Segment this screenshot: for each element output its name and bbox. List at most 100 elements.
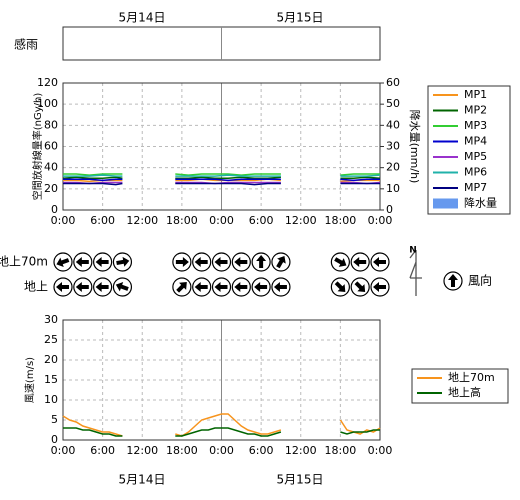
wind-arrow xyxy=(231,277,251,297)
wind-arrow xyxy=(231,252,251,272)
compass xyxy=(409,249,422,296)
y-tick-label: 80 xyxy=(44,118,58,131)
plot-frame xyxy=(62,82,381,211)
wind-arrow xyxy=(73,252,93,272)
y-tick-label: 15 xyxy=(44,373,58,386)
arrow-head xyxy=(194,257,208,267)
wind-arrow xyxy=(112,252,133,272)
x-tick-label: 0:00 xyxy=(368,444,393,457)
arrow-head xyxy=(56,282,69,292)
series-line xyxy=(62,176,381,180)
x-tick-label: 0:00 xyxy=(51,214,76,227)
y2-tick-label: 20 xyxy=(386,161,400,174)
legend-label: 降水量 xyxy=(464,196,497,210)
arrow-head xyxy=(116,256,130,267)
y2-tick-label: 40 xyxy=(386,118,400,131)
series-line xyxy=(63,182,380,186)
wind-arrow xyxy=(251,277,271,297)
x-tick-label: 12:00 xyxy=(126,444,158,457)
y-tick-label: 60 xyxy=(44,140,58,153)
wind-arrow xyxy=(350,252,370,272)
rain-label: 感雨 xyxy=(14,37,38,52)
y-tick-label: 5 xyxy=(51,413,58,426)
legend-label: 地上70m xyxy=(448,371,495,384)
legend-label: 地上高 xyxy=(448,385,481,399)
wind-arrow xyxy=(370,252,390,272)
arrow-head xyxy=(373,257,386,267)
arrow-head xyxy=(75,282,89,292)
arrow-head xyxy=(353,257,367,267)
date-label: 5月14日 xyxy=(119,473,166,487)
y-tick-label: 20 xyxy=(44,182,58,195)
y2-tick-label: 60 xyxy=(386,76,400,89)
x-tick-label: 0:00 xyxy=(209,444,234,457)
arrow-head xyxy=(234,257,248,267)
arrow-head xyxy=(234,282,248,292)
legend-label: MP7 xyxy=(464,181,487,194)
x-tick-label: 12:00 xyxy=(285,444,317,457)
wind-arrow xyxy=(211,252,232,272)
y-tick-label: 120 xyxy=(37,76,58,89)
wind-arrow xyxy=(53,252,73,272)
wind-arrow xyxy=(370,277,390,297)
legend-label: MP5 xyxy=(464,150,487,163)
y2-tick-label: 50 xyxy=(386,97,400,110)
x-tick-label: 12:00 xyxy=(126,214,158,227)
series-line xyxy=(63,427,380,437)
y-tick-label: 40 xyxy=(44,161,58,174)
y-tick-label: 0 xyxy=(51,433,58,446)
series-line xyxy=(63,174,381,177)
wind-arrow xyxy=(73,277,93,297)
x-tick-label: 0:00 xyxy=(368,214,393,227)
arrow-head xyxy=(214,257,228,267)
arrow-head xyxy=(175,257,189,267)
x-tick-label: 12:00 xyxy=(285,214,317,227)
row-label: 地上70m xyxy=(0,255,48,269)
x-tick-label: 6:00 xyxy=(90,214,115,227)
x-tick-label: 18:00 xyxy=(166,214,198,227)
wind-arrow xyxy=(192,252,212,272)
legend-label: 風向 xyxy=(468,273,492,288)
arrow-head xyxy=(334,257,347,267)
arrow-head xyxy=(115,281,129,292)
arrow-head xyxy=(95,282,109,292)
series-line xyxy=(62,413,381,437)
y-tick-label: 20 xyxy=(44,353,58,366)
x-tick-label: 18:00 xyxy=(325,444,357,457)
north-label: N xyxy=(409,246,417,256)
wind-arrow xyxy=(330,252,350,272)
wind-arrow xyxy=(271,252,291,272)
row-label: 地上 xyxy=(24,280,48,294)
y-axis-label: 風速(m/s) xyxy=(24,357,36,403)
arrow-head xyxy=(273,282,287,292)
arrow-head xyxy=(75,257,89,267)
wind-arrow xyxy=(330,277,350,297)
x-tick-label: 18:00 xyxy=(325,214,357,227)
wind-arrow xyxy=(112,277,133,297)
x-tick-label: 0:00 xyxy=(51,444,76,457)
x-tick-label: 6:00 xyxy=(90,444,115,457)
arrow-head xyxy=(194,282,208,292)
arrow-head xyxy=(354,281,366,292)
wind-arrow xyxy=(93,277,113,297)
y2-tick-label: 30 xyxy=(386,140,400,153)
wind-arrow xyxy=(172,277,192,297)
date-label: 5月15日 xyxy=(277,473,324,487)
wind-arrow xyxy=(192,277,212,297)
date-label: 5月15日 xyxy=(277,11,324,25)
x-tick-label: 0:00 xyxy=(209,214,234,227)
legend-box xyxy=(427,85,511,215)
arrow-head xyxy=(56,257,70,268)
x-tick-label: 18:00 xyxy=(166,444,198,457)
y2-tick-label: 10 xyxy=(386,182,400,195)
arrow-head xyxy=(334,281,346,292)
legend-label: MP2 xyxy=(464,104,487,117)
y-tick-label: 0 xyxy=(51,203,58,216)
y-tick-label: 30 xyxy=(44,313,58,326)
arrow-head xyxy=(95,257,109,267)
arrow-head xyxy=(276,255,286,269)
y-tick-label: 25 xyxy=(44,333,58,346)
arrow-head xyxy=(214,282,228,292)
legend-box xyxy=(411,368,509,404)
